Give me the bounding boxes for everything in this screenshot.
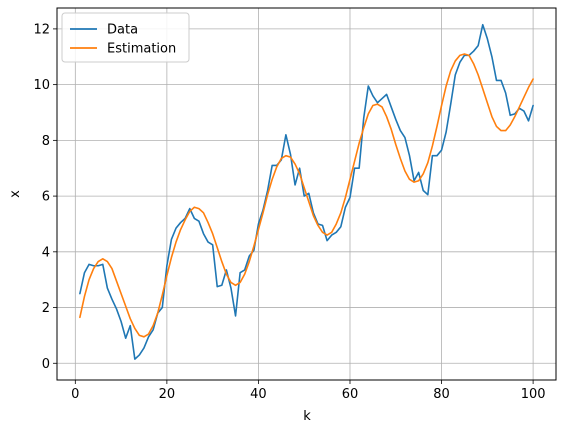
x-tick-label: 100 [521,387,546,402]
y-tick-label: 12 [33,22,50,37]
legend-label-data: Data [107,23,138,38]
legend: Data Estimation [61,12,190,63]
grid [57,8,556,380]
plot-frame [56,7,557,381]
legend-box [61,12,190,63]
y-tick-label: 6 [42,190,50,205]
series-layer [79,23,534,360]
legend-label-estimation: Estimation [107,42,176,57]
x-tick-label: 60 [342,387,359,402]
x-tick-label: 0 [71,387,79,402]
y-tick-label: 0 [42,357,50,372]
y-axis-label: x [8,190,23,198]
ticks: 0 20 40 60 80 100 0 2 4 6 8 10 12 [33,22,545,402]
y-tick-label: 4 [42,245,50,260]
series-line-estimation [79,53,534,338]
y-tick-label: 2 [42,301,50,316]
x-axis-label: k [303,409,311,424]
x-tick-label: 20 [159,387,176,402]
y-tick-label: 10 [33,78,50,93]
x-tick-label: 40 [250,387,267,402]
y-tick-label: 8 [42,134,50,149]
x-tick-label: 80 [433,387,450,402]
